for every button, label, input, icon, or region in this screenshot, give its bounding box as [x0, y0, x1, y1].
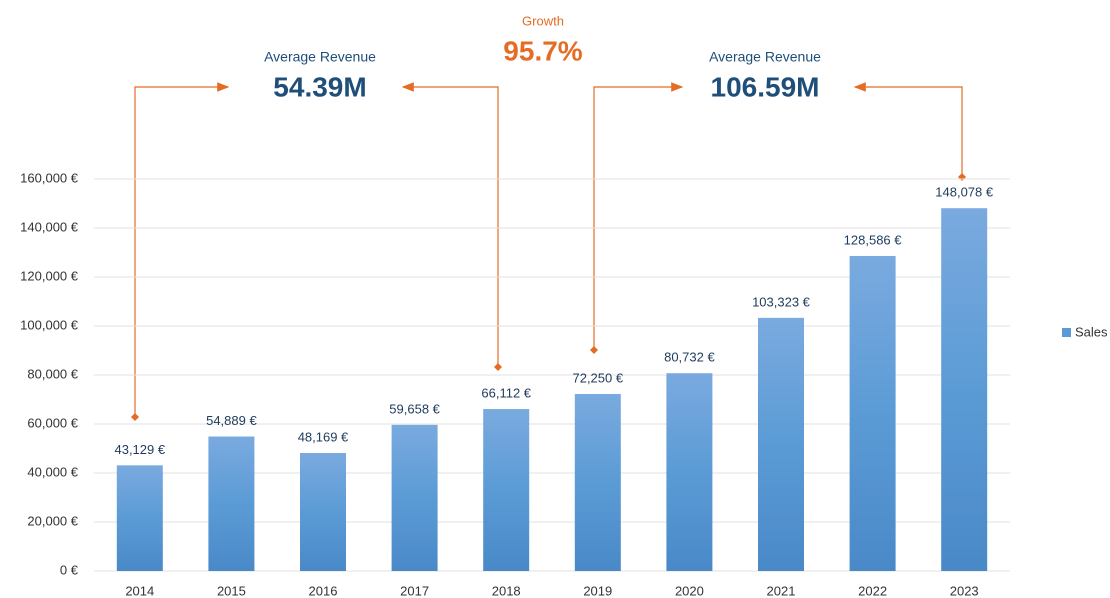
x-tick-label: 2014	[125, 583, 154, 598]
bar	[849, 255, 896, 571]
y-tick-label: 80,000 €	[27, 366, 78, 381]
data-label: 103,323 €	[752, 294, 811, 309]
bar	[666, 373, 713, 571]
y-tick-label: 0 €	[60, 562, 79, 577]
data-label: 72,250 €	[572, 370, 623, 385]
x-tick-label: 2020	[675, 583, 704, 598]
data-label: 54,889 €	[206, 413, 257, 428]
x-tick-label: 2016	[309, 583, 338, 598]
y-tick-label: 60,000 €	[27, 415, 78, 430]
y-tick-label: 140,000 €	[20, 219, 79, 234]
bar	[758, 317, 804, 571]
y-tick-label: 100,000 €	[20, 317, 79, 332]
x-tick-label: 2015	[217, 583, 246, 598]
x-tick-label: 2018	[492, 583, 521, 598]
data-label: 66,112 €	[481, 385, 531, 400]
data-label: 128,586 €	[844, 232, 903, 247]
bar	[208, 436, 255, 571]
data-label: 43,129 €	[114, 442, 165, 457]
bar	[391, 424, 438, 571]
growth-label: Growth	[522, 13, 564, 28]
avg-label: Average Revenue	[709, 49, 821, 65]
avg-label: Average Revenue	[264, 49, 376, 65]
x-tick-label: 2017	[400, 583, 429, 598]
avg-value: 54.39M	[273, 71, 366, 102]
bar	[116, 465, 163, 571]
y-tick-label: 160,000 €	[20, 170, 79, 185]
data-label: 48,169 €	[298, 429, 349, 444]
legend-label: Sales	[1075, 324, 1108, 339]
growth-value: 95.7%	[503, 35, 582, 66]
x-tick-label: 2019	[583, 583, 612, 598]
y-tick-label: 20,000 €	[27, 513, 78, 528]
avg-value: 106.59M	[711, 71, 820, 102]
y-tick-label: 40,000 €	[27, 464, 78, 479]
bar	[300, 452, 346, 571]
x-tick-label: 2022	[858, 583, 887, 598]
y-tick-label: 120,000 €	[20, 268, 79, 283]
x-tick-label: 2021	[767, 583, 796, 598]
bar	[941, 208, 988, 571]
bar	[574, 393, 621, 571]
x-tick-label: 2023	[950, 583, 979, 598]
connectors	[131, 82, 966, 421]
data-label: 59,658 €	[389, 401, 440, 416]
bar	[483, 409, 530, 571]
legend-swatch	[1062, 328, 1071, 337]
data-label: 148,078 €	[935, 185, 994, 200]
data-label: 80,732 €	[664, 350, 715, 365]
